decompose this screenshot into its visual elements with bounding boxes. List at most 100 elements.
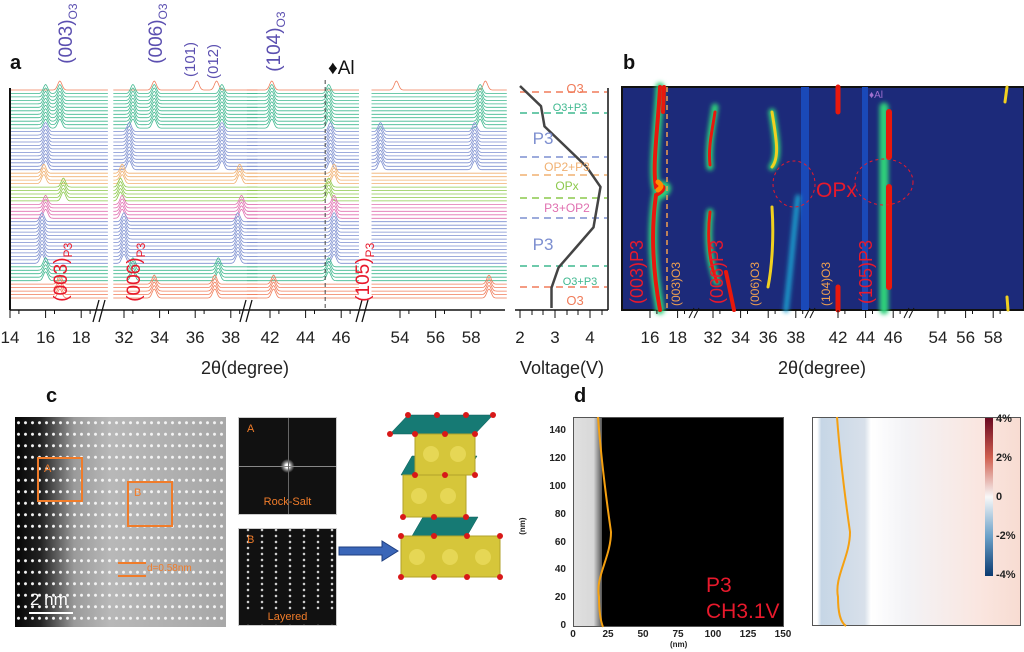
xrd-trace (113, 219, 258, 230)
xrd-trace (10, 191, 108, 202)
phase-label: O3+P3 (552, 102, 588, 114)
x-tick-label: 32 (114, 328, 134, 347)
colorbar (985, 418, 993, 576)
panel-label-b: b (623, 52, 636, 74)
x-axis-label-b: 2θ(degree) (777, 358, 867, 378)
x-tick-label: 125 (739, 629, 757, 640)
p3-label: P3 CH3.1V (706, 574, 780, 623)
xrd-trace (246, 253, 359, 264)
heatmap-band (862, 87, 868, 310)
xrd-trace (246, 246, 359, 257)
xrd-trace (113, 90, 258, 101)
xrd-trace (113, 278, 258, 288)
xrd-trace (10, 87, 108, 98)
xrd-stack-plot (9, 80, 507, 323)
xrd-trace (113, 104, 258, 115)
axis-break-icon (804, 307, 816, 319)
xrd-trace (113, 180, 258, 191)
fft-b-label: B (247, 534, 255, 546)
xrd-trace (246, 267, 359, 278)
phase-label: P3 (532, 129, 554, 148)
xrd-trace (10, 125, 108, 136)
streak-opx-hotspot (655, 179, 664, 193)
xrd-trace (246, 219, 359, 230)
opx-circle (854, 158, 914, 206)
xrd-trace (246, 125, 359, 136)
x-axis-label-d: (nm) (670, 640, 688, 649)
x-tick-label: 36 (758, 328, 778, 347)
xrd-trace (246, 281, 359, 292)
opx-circle (772, 160, 816, 208)
xrd-trace (10, 83, 108, 94)
xrd-trace (246, 201, 359, 212)
interface-line (836, 416, 852, 627)
xrd-trace (10, 104, 108, 115)
xrd-trace (113, 177, 258, 188)
xrd-trace (113, 250, 258, 261)
xrd-trace (113, 226, 258, 236)
xrd-trace (371, 288, 507, 299)
x-tick-label: 44 (856, 328, 876, 347)
xrd-trace (246, 177, 359, 188)
xrd-trace (10, 108, 108, 119)
x-tick-label: 14 (0, 328, 20, 347)
xrd-trace (10, 101, 108, 112)
xrd-trace (10, 111, 108, 122)
xrd-trace (113, 284, 258, 295)
xrd-trace (10, 194, 108, 205)
xrd-trace (371, 83, 507, 94)
v-tick: 2 (515, 328, 525, 347)
xrd-trace (246, 212, 359, 223)
contour-heatmap (621, 82, 1024, 315)
xrd-trace (246, 198, 359, 209)
xrd-trace (371, 135, 507, 146)
xrd-trace (246, 264, 359, 275)
xrd-trace (10, 167, 108, 178)
xrd-trace (10, 122, 108, 132)
xrd-trace (246, 149, 359, 160)
xrd-trace (10, 128, 108, 139)
xrd-trace (246, 128, 359, 139)
xrd-trace (10, 139, 108, 150)
stem-image (15, 417, 226, 627)
xrd-trace (246, 139, 359, 150)
scale-bar-label: 2 nm (30, 590, 68, 609)
x-tick-label: 56 (426, 328, 446, 347)
xrd-trace (10, 257, 108, 268)
xrd-trace (246, 250, 359, 261)
xrd-trace (113, 198, 258, 209)
xrd-trace (371, 80, 507, 91)
xrd-trace (246, 278, 359, 288)
xrd-trace (113, 243, 258, 254)
axis-break-icon (92, 299, 106, 323)
xrd-trace (246, 118, 359, 129)
xrd-trace (371, 284, 507, 295)
xrd-trace (113, 257, 258, 268)
xrd-trace (113, 118, 258, 129)
x-tick-label: 16 (36, 328, 56, 347)
xrd-trace (371, 160, 507, 171)
region-box-a-label: A (44, 463, 52, 475)
xrd-trace (10, 177, 108, 188)
x-tick-label: 54 (928, 328, 948, 347)
x-tick-label: 38 (221, 328, 241, 347)
xrd-trace (371, 108, 507, 119)
xrd-trace (113, 253, 258, 264)
xrd-trace (113, 87, 258, 98)
xrd-trace (10, 153, 108, 164)
xrd-trace (246, 153, 359, 164)
xrd-trace (10, 156, 108, 167)
xrd-trace (10, 208, 108, 219)
d-spacing-line (118, 562, 146, 564)
y-tick-label: 140 (549, 425, 566, 437)
xrd-trace (113, 139, 258, 150)
crystal-structure (387, 412, 503, 580)
fft-a-label: A (247, 423, 255, 435)
xrd-trace (10, 253, 108, 264)
scale-bar (29, 612, 73, 614)
region-box-b: B (127, 481, 173, 527)
xrd-trace (10, 246, 108, 257)
xrd-trace (113, 236, 258, 247)
xrd-trace (113, 80, 258, 91)
y-tick-label: 80 (554, 508, 566, 520)
